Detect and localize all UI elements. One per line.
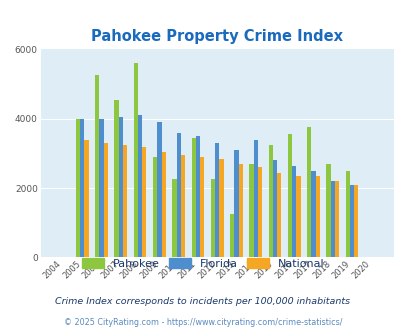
Bar [84, 140, 88, 257]
Bar [99, 119, 103, 257]
Bar [153, 157, 157, 257]
Bar [195, 136, 200, 257]
Bar [307, 127, 311, 257]
Bar [249, 164, 253, 257]
Title: Pahokee Property Crime Index: Pahokee Property Crime Index [91, 29, 342, 44]
Bar [161, 152, 165, 257]
Bar [268, 145, 272, 257]
Bar [272, 160, 277, 257]
Bar [277, 173, 281, 257]
Bar [257, 167, 262, 257]
Bar [200, 157, 204, 257]
Bar [349, 185, 354, 257]
Bar [157, 122, 161, 257]
Bar [292, 166, 296, 257]
Bar [76, 119, 80, 257]
Bar [210, 180, 215, 257]
Text: Crime Index corresponds to incidents per 100,000 inhabitants: Crime Index corresponds to incidents per… [55, 297, 350, 307]
Bar [253, 140, 257, 257]
Bar [123, 145, 127, 257]
Bar [219, 159, 223, 257]
Bar [326, 164, 330, 257]
Bar [103, 143, 108, 257]
Bar [138, 115, 142, 257]
Text: © 2025 CityRating.com - https://www.cityrating.com/crime-statistics/: © 2025 CityRating.com - https://www.city… [64, 318, 341, 327]
Bar [142, 147, 146, 257]
Bar [234, 150, 238, 257]
Bar [176, 133, 180, 257]
Bar [330, 181, 334, 257]
Bar [345, 171, 349, 257]
Bar [315, 176, 319, 257]
Bar [172, 180, 176, 257]
Bar [95, 76, 99, 257]
Bar [114, 100, 118, 257]
Bar [118, 117, 123, 257]
Bar [238, 164, 242, 257]
Bar [334, 181, 339, 257]
Bar [180, 155, 185, 257]
Bar [354, 185, 358, 257]
Bar [215, 143, 219, 257]
Bar [296, 176, 300, 257]
Legend: Pahokee, Florida, National: Pahokee, Florida, National [77, 254, 328, 273]
Bar [133, 63, 138, 257]
Bar [191, 138, 195, 257]
Bar [287, 134, 292, 257]
Bar [230, 214, 234, 257]
Bar [311, 171, 315, 257]
Bar [80, 119, 84, 257]
